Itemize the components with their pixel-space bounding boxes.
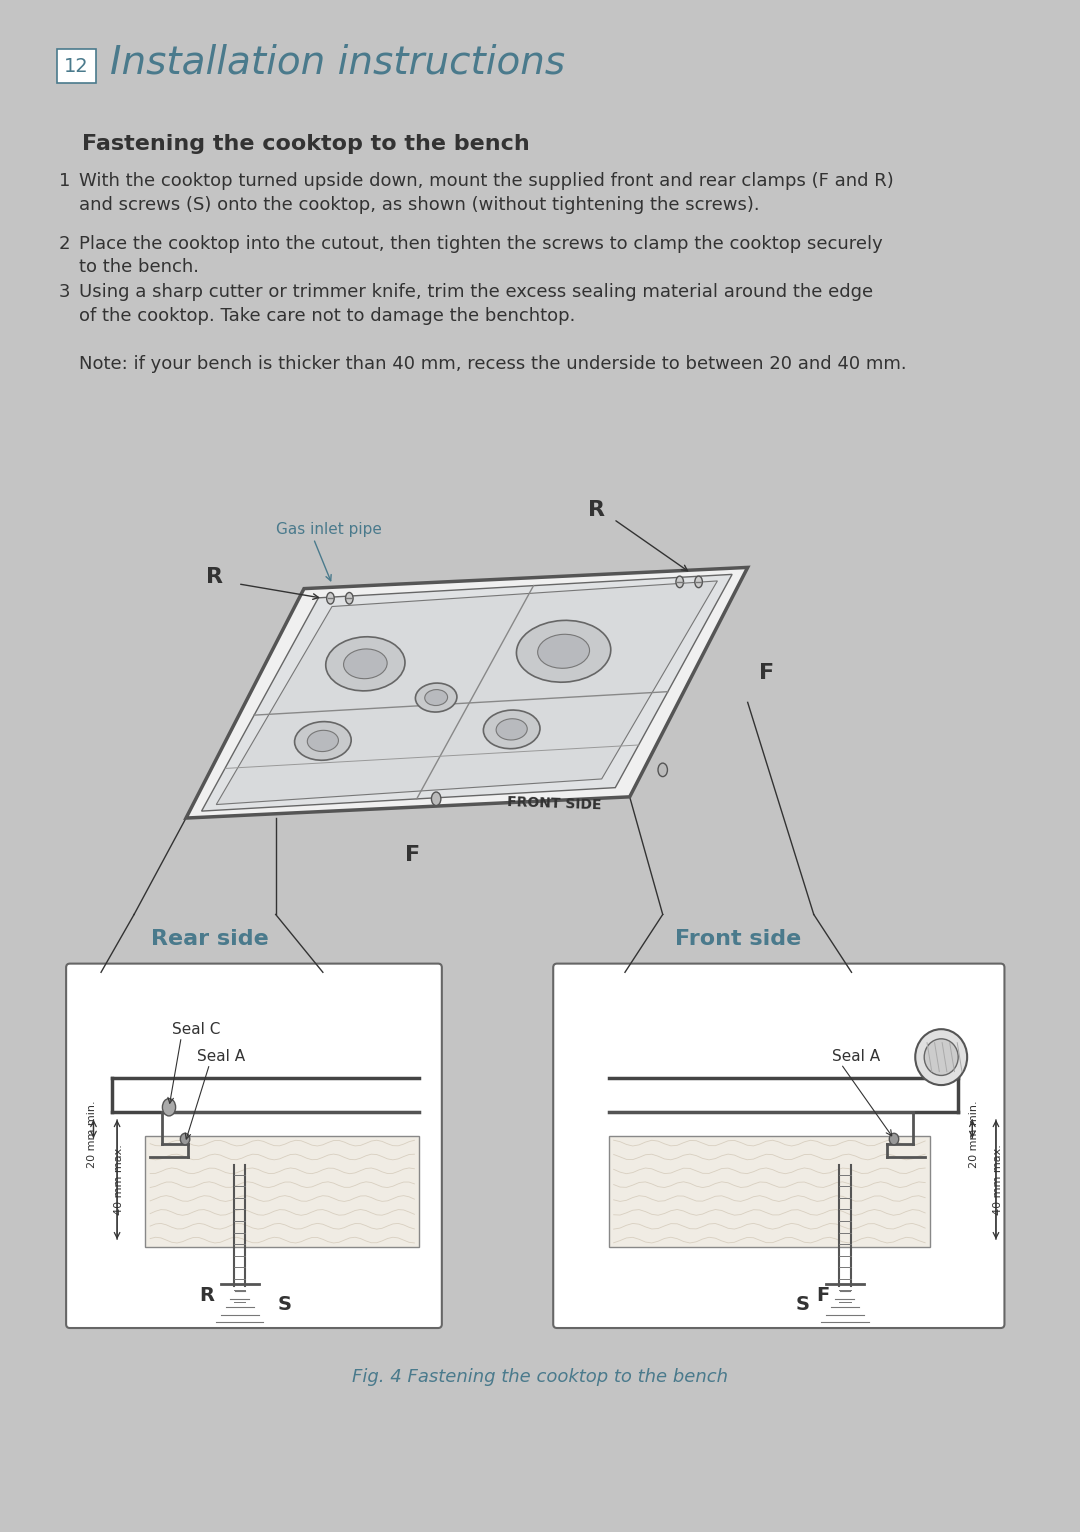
- Text: With the cooktop turned upside down, mount the supplied front and rear clamps (F: With the cooktop turned upside down, mou…: [79, 172, 894, 214]
- Ellipse shape: [924, 1039, 958, 1075]
- Ellipse shape: [431, 792, 441, 806]
- Ellipse shape: [180, 1134, 190, 1144]
- Text: 12: 12: [64, 57, 89, 75]
- Text: 3: 3: [58, 283, 70, 300]
- Text: Seal A: Seal A: [832, 1049, 880, 1063]
- Text: S: S: [796, 1296, 809, 1314]
- Ellipse shape: [162, 1098, 176, 1115]
- Ellipse shape: [326, 637, 405, 691]
- Text: FRONT SIDE: FRONT SIDE: [507, 795, 602, 812]
- Ellipse shape: [346, 593, 353, 604]
- Ellipse shape: [416, 683, 457, 712]
- Ellipse shape: [308, 731, 338, 752]
- Polygon shape: [202, 574, 732, 810]
- FancyBboxPatch shape: [553, 964, 1004, 1328]
- Ellipse shape: [326, 593, 334, 604]
- Ellipse shape: [343, 650, 387, 679]
- FancyBboxPatch shape: [66, 964, 442, 1328]
- Text: F: F: [759, 663, 774, 683]
- Ellipse shape: [484, 709, 540, 749]
- Text: 2: 2: [58, 234, 70, 253]
- Text: F: F: [405, 844, 420, 864]
- Ellipse shape: [424, 689, 447, 706]
- Text: 1: 1: [58, 172, 70, 190]
- Bar: [146, 1137, 419, 1247]
- Ellipse shape: [496, 719, 527, 740]
- Text: Place the cooktop into the cutout, then tighten the screws to clamp the cooktop : Place the cooktop into the cutout, then …: [79, 234, 883, 276]
- Bar: [609, 1137, 930, 1247]
- Text: Rear side: Rear side: [151, 928, 269, 948]
- Text: Front side: Front side: [675, 928, 801, 948]
- Text: Seal A: Seal A: [198, 1049, 245, 1063]
- Text: R: R: [200, 1285, 214, 1305]
- Text: Gas inlet pipe: Gas inlet pipe: [275, 521, 381, 536]
- Polygon shape: [186, 567, 747, 818]
- Text: 40 mm max.: 40 mm max.: [114, 1144, 124, 1215]
- Text: R: R: [206, 567, 222, 587]
- Text: Fastening the cooktop to the bench: Fastening the cooktop to the bench: [82, 133, 530, 153]
- Ellipse shape: [694, 576, 702, 588]
- Text: Using a sharp cutter or trimmer knife, trim the excess sealing material around t: Using a sharp cutter or trimmer knife, t…: [79, 283, 874, 325]
- Text: 20 mm min.: 20 mm min.: [86, 1100, 96, 1167]
- Ellipse shape: [295, 722, 351, 760]
- Ellipse shape: [516, 620, 611, 682]
- Text: Note: if your bench is thicker than 40 mm, recess the underside to between 20 an: Note: if your bench is thicker than 40 m…: [79, 355, 907, 374]
- Ellipse shape: [538, 634, 590, 668]
- Text: Seal C: Seal C: [172, 1022, 220, 1037]
- Text: 20 mm min.: 20 mm min.: [969, 1100, 980, 1167]
- Text: 40 mm max.: 40 mm max.: [993, 1144, 1003, 1215]
- Polygon shape: [216, 581, 717, 804]
- Text: Installation instructions: Installation instructions: [109, 43, 565, 81]
- Text: F: F: [816, 1285, 829, 1305]
- Ellipse shape: [915, 1030, 968, 1085]
- Text: S: S: [278, 1296, 292, 1314]
- Ellipse shape: [676, 576, 684, 588]
- Ellipse shape: [658, 763, 667, 777]
- Text: R: R: [589, 499, 605, 519]
- FancyBboxPatch shape: [56, 49, 96, 83]
- Ellipse shape: [889, 1134, 899, 1144]
- Text: Fig. 4 Fastening the cooktop to the bench: Fig. 4 Fastening the cooktop to the benc…: [352, 1368, 728, 1386]
